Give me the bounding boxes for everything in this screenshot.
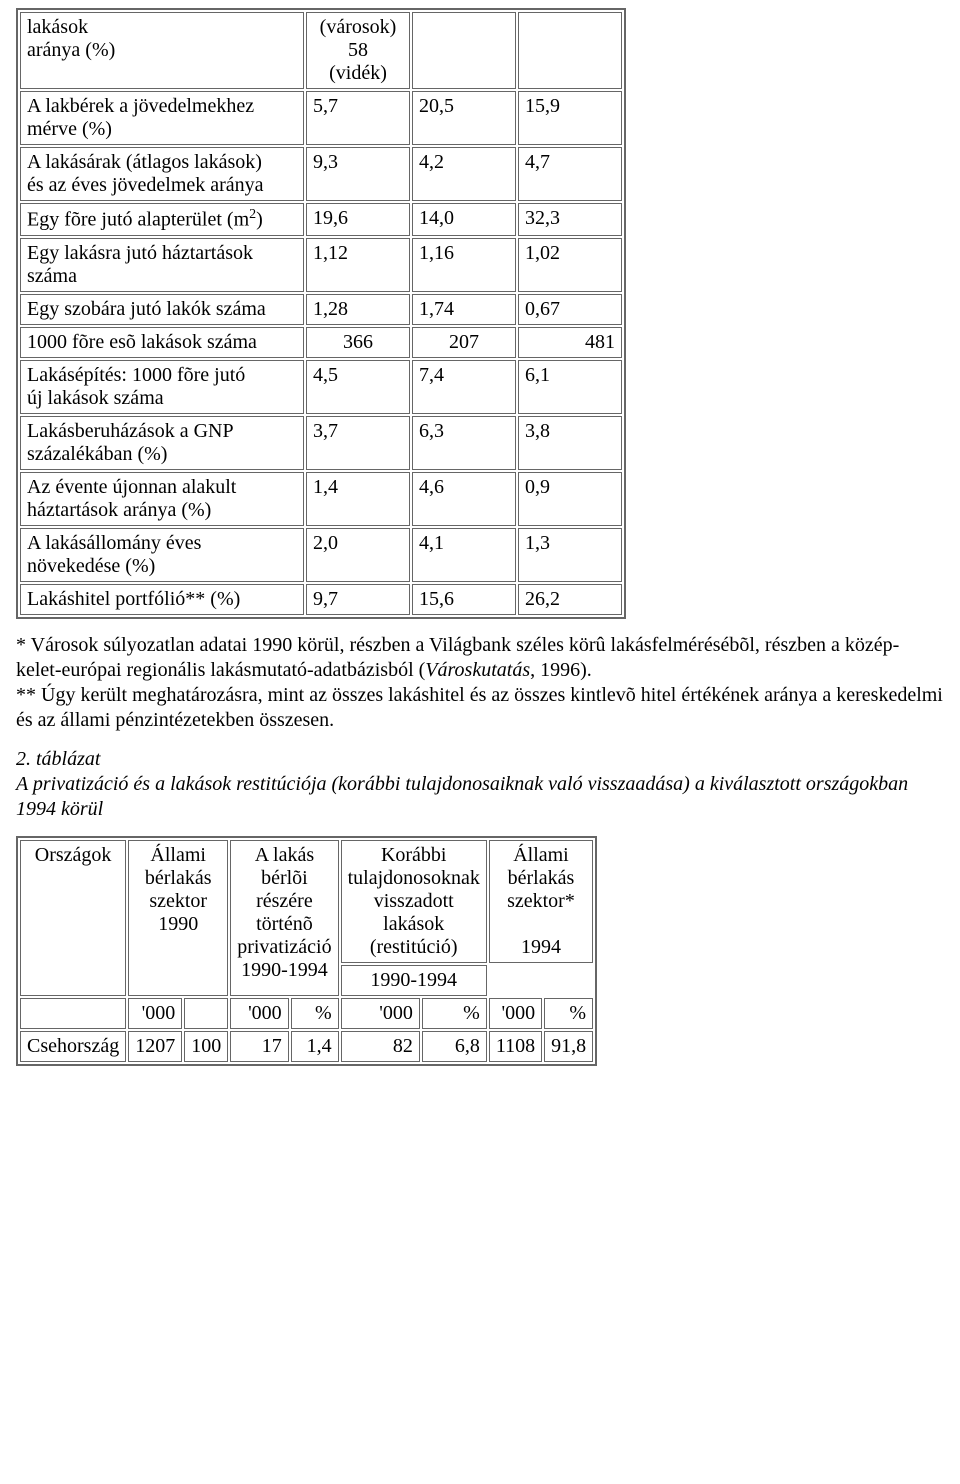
unit-000: '000 [230, 998, 288, 1029]
table2-caption-num: 2. táblázat [16, 748, 100, 770]
col-restitution-years: 1990-1994 [341, 965, 487, 996]
data-cell: 1,4 [291, 1031, 339, 1062]
data-cell: 1,3 [518, 528, 622, 582]
data-cell: 0,67 [518, 294, 622, 325]
data-cell: 4,2 [412, 147, 516, 201]
unit-000: '000 [489, 998, 542, 1029]
data-cell: 82 [341, 1031, 420, 1062]
row-label: lakásokaránya (%) [20, 12, 304, 89]
data-cell: 15,6 [412, 584, 516, 615]
table-privatization: Országok Államibérlakásszektor1990 A lak… [16, 836, 597, 1066]
data-cell: 3,8 [518, 416, 622, 470]
data-cell: 4,6 [412, 472, 516, 526]
data-cell: 4,5 [306, 360, 410, 414]
unit-pct: % [544, 998, 593, 1029]
data-cell: 0,9 [518, 472, 622, 526]
col-restitution: Korábbitulajdonosoknakvisszadottlakások(… [341, 840, 487, 963]
data-cell: 17 [230, 1031, 288, 1062]
data-cell: 91,8 [544, 1031, 593, 1062]
unit-blank [184, 998, 228, 1029]
table-row: Országok Államibérlakásszektor1990 A lak… [20, 840, 593, 963]
data-cell: 20,5 [412, 91, 516, 145]
data-cell: 9,3 [306, 147, 410, 201]
row-label: Egy lakásra jutó háztartásokszáma [20, 238, 304, 292]
row-label: A lakásárak (átlagos lakások)és az éves … [20, 147, 304, 201]
country-cell: Csehország [20, 1031, 126, 1062]
data-cell: 9,7 [306, 584, 410, 615]
table-row: Egy szobára jutó lakók száma1,281,740,67 [20, 294, 622, 325]
table-row: lakásokaránya (%)(városok)58(vidék) [20, 12, 622, 89]
data-cell: (városok)58(vidék) [306, 12, 410, 89]
footnote-ital: Városkutatás [425, 659, 530, 681]
data-cell: 6,3 [412, 416, 516, 470]
row-label: Lakásépítés: 1000 fõre jutóúj lakások sz… [20, 360, 304, 414]
table-row: A lakásállomány évesnövekedése (%)2,04,1… [20, 528, 622, 582]
unit-pct: % [291, 998, 339, 1029]
table-row: Egy lakásra jutó háztartásokszáma1,121,1… [20, 238, 622, 292]
table-row: A lakásárak (átlagos lakások)és az éves … [20, 147, 622, 201]
col-state-rental-1990: Államibérlakásszektor1990 [128, 840, 228, 996]
data-cell: 1108 [489, 1031, 542, 1062]
data-cell: 4,1 [412, 528, 516, 582]
data-cell: 1207 [128, 1031, 182, 1062]
data-cell: 1,74 [412, 294, 516, 325]
footnote-text-post: , 1996). [530, 659, 592, 681]
data-cell: 26,2 [518, 584, 622, 615]
col-privatization: A lakásbérlõirészéretörténõprivatizáció1… [230, 840, 338, 996]
data-cell: 1,28 [306, 294, 410, 325]
table2-caption: 2. táblázat A privatizáció és a lakások … [16, 747, 944, 822]
data-cell: 366 [306, 327, 410, 358]
row-label: Lakásberuházások a GNPszázalékában (%) [20, 416, 304, 470]
row-label: Az évente újonnan alakultháztartások ará… [20, 472, 304, 526]
table-row: Egy fõre jutó alapterület (m2)19,614,032… [20, 203, 622, 236]
row-label: A lakásállomány évesnövekedése (%) [20, 528, 304, 582]
data-cell [518, 12, 622, 89]
table-housing-indicators: lakásokaránya (%)(városok)58(vidék)A lak… [16, 8, 626, 619]
data-cell: 481 [518, 327, 622, 358]
col-state-rental-1994: Államibérlakásszektor*1994 [489, 840, 593, 963]
data-cell: 7,4 [412, 360, 516, 414]
table-row: '000 '000 % '000 % '000 % [20, 998, 593, 1029]
unit-000: '000 [341, 998, 420, 1029]
row-label: A lakbérek a jövedelmekhezmérve (%) [20, 91, 304, 145]
data-cell: 15,9 [518, 91, 622, 145]
data-cell: 6,8 [422, 1031, 487, 1062]
data-cell: 207 [412, 327, 516, 358]
row-label: Egy fõre jutó alapterület (m2) [20, 203, 304, 236]
data-cell: 5,7 [306, 91, 410, 145]
data-cell: 3,7 [306, 416, 410, 470]
data-cell: 1,02 [518, 238, 622, 292]
data-cell: 1,12 [306, 238, 410, 292]
footnote-starstar: ** Úgy került meghatározásra, mint az ös… [16, 684, 943, 731]
table-row: Lakásépítés: 1000 fõre jutóúj lakások sz… [20, 360, 622, 414]
data-cell: 4,7 [518, 147, 622, 201]
data-cell: 1,16 [412, 238, 516, 292]
table-row: 1000 fõre esõ lakások száma366207481 [20, 327, 622, 358]
footnote-star: * Városok súlyozatlan adatai 1990 körül,… [16, 633, 944, 733]
table2-caption-title: A privatizáció és a lakások restitúciója… [16, 773, 908, 820]
data-cell: 14,0 [412, 203, 516, 236]
col-countries: Országok [20, 840, 126, 996]
table-row: Az évente újonnan alakultháztartások ará… [20, 472, 622, 526]
table-row: Lakáshitel portfólió** (%)9,715,626,2 [20, 584, 622, 615]
row-label: 1000 fõre esõ lakások száma [20, 327, 304, 358]
row-label: Lakáshitel portfólió** (%) [20, 584, 304, 615]
table-row: Lakásberuházások a GNPszázalékában (%)3,… [20, 416, 622, 470]
data-cell: 19,6 [306, 203, 410, 236]
unit-000: '000 [128, 998, 182, 1029]
unit-pct: % [422, 998, 487, 1029]
data-cell: 6,1 [518, 360, 622, 414]
data-cell: 100 [184, 1031, 228, 1062]
row-label: Egy szobára jutó lakók száma [20, 294, 304, 325]
data-cell: 32,3 [518, 203, 622, 236]
data-cell [412, 12, 516, 89]
data-cell: 1,4 [306, 472, 410, 526]
table-row: Csehország 1207 100 17 1,4 82 6,8 1108 9… [20, 1031, 593, 1062]
units-blank [20, 998, 126, 1029]
data-cell: 2,0 [306, 528, 410, 582]
table-row: A lakbérek a jövedelmekhezmérve (%)5,720… [20, 91, 622, 145]
